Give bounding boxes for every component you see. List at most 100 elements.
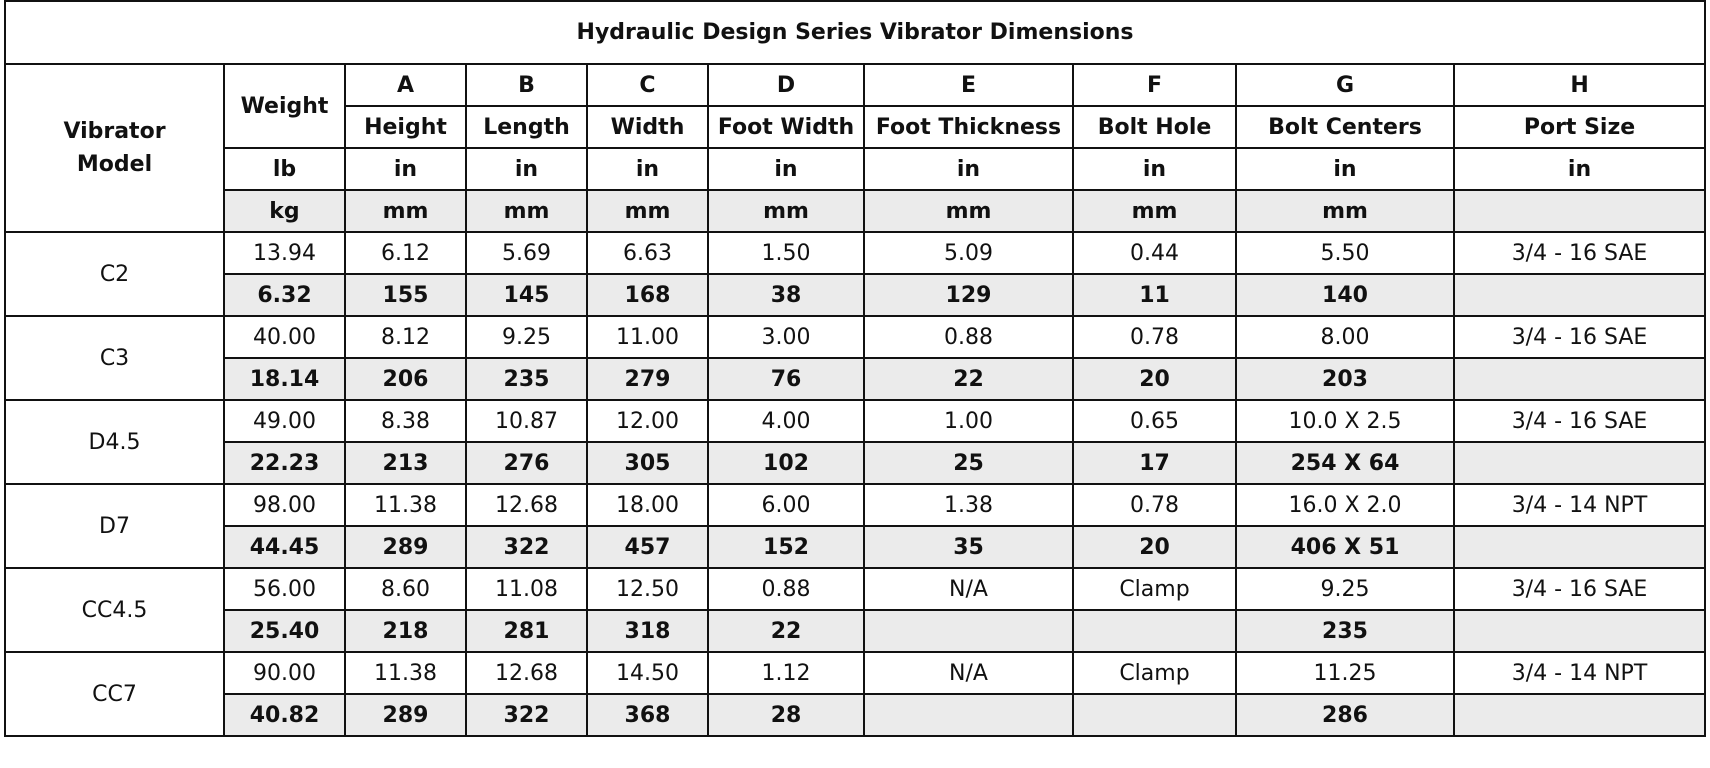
dimension-name-port-size: Port Size <box>1452 105 1707 149</box>
metric-value-cell: 235 <box>1235 609 1455 653</box>
metric-value-cell: 152 <box>707 525 865 569</box>
imperial-value-cell: 12.50 <box>586 567 709 611</box>
imperial-value-cell: 0.88 <box>707 567 865 611</box>
metric-value-cell <box>863 609 1074 653</box>
imperial-value-cell: 9.25 <box>465 315 588 359</box>
metric-value-cell <box>1452 441 1707 485</box>
imperial-value-cell: 56.00 <box>223 567 346 611</box>
metric-value-cell: 20 <box>1072 357 1237 401</box>
imperial-value-cell: 5.50 <box>1235 231 1455 275</box>
table-title: Hydraulic Design Series Vibrator Dimensi… <box>3 0 1707 65</box>
metric-value-cell: 322 <box>465 525 588 569</box>
dimension-name-width: Width <box>586 105 709 149</box>
imperial-value-cell: N/A <box>863 567 1074 611</box>
vibrator-model-header: Vibrator Model <box>4 63 225 233</box>
imperial-value-cell: 3.00 <box>707 315 865 359</box>
imperial-unit-width: in <box>586 147 709 191</box>
metric-value-cell: 17 <box>1072 441 1237 485</box>
metric-value-cell: 40.82 <box>223 693 346 737</box>
imperial-value-cell: 6.00 <box>707 483 865 527</box>
metric-value-cell: 289 <box>344 525 467 569</box>
metric-value-cell: 213 <box>344 441 467 485</box>
table-row-metric: 18.14 206 235 279 76 22 20 203 <box>5 357 1707 401</box>
imperial-value-cell: 1.12 <box>707 651 865 695</box>
imperial-value-cell: 4.00 <box>707 399 865 443</box>
metric-value-cell: 318 <box>586 609 709 653</box>
model-cell: C2 <box>4 231 225 317</box>
table-row-imperial: CC7 90.00 11.38 12.68 14.50 1.12 N/A Clamp 11.25… <box>4 651 1707 737</box>
imperial-value-cell: Clamp <box>1072 651 1237 695</box>
weight-header: Weight <box>223 63 346 149</box>
metric-value-cell: 457 <box>586 525 709 569</box>
metric-value-cell: 145 <box>465 273 588 317</box>
imperial-value-cell: N/A <box>863 651 1074 695</box>
metric-value-cell <box>863 693 1074 737</box>
metric-value-cell: 254 X 64 <box>1235 441 1455 485</box>
imperial-unit-height: in <box>344 147 467 191</box>
metric-unit-bolt-hole: mm <box>1072 189 1237 233</box>
imperial-value-cell: 0.65 <box>1072 399 1237 443</box>
metric-value-cell: 18.14 <box>223 357 346 401</box>
dimension-name-height: Height <box>344 105 467 149</box>
metric-value-cell: 305 <box>586 441 709 485</box>
imperial-value-cell: 49.00 <box>223 399 346 443</box>
metric-value-cell: 102 <box>707 441 865 485</box>
metric-value-cell: 22 <box>707 609 865 653</box>
table-row-imperial: D4.5 49.00 8.38 10.87 12.00 4.00 1.00 0.65 10.0 … <box>4 399 1707 485</box>
metric-value-cell: 406 X 51 <box>1235 525 1455 569</box>
metric-value-cell: 168 <box>586 273 709 317</box>
table-row-metric: 44.45 289 322 457 152 35 20 406 X 51 <box>5 525 1707 569</box>
imperial-value-cell: 11.38 <box>344 483 467 527</box>
imperial-value-cell: 0.88 <box>863 315 1074 359</box>
imperial-value-cell: 8.00 <box>1235 315 1455 359</box>
model-cell: D4.5 <box>4 399 225 485</box>
letter-header-f: F <box>1072 63 1237 107</box>
imperial-unit-bolt-centers: in <box>1235 147 1455 191</box>
metric-value-cell: 38 <box>707 273 865 317</box>
imperial-value-cell: 90.00 <box>223 651 346 695</box>
table-row-imperial: C3 40.00 8.12 9.25 11.00 3.00 0.88 0.78 8.00 3/4 … <box>4 315 1707 401</box>
imperial-value-cell: 10.87 <box>465 399 588 443</box>
model-cell: C3 <box>4 315 225 401</box>
metric-value-cell: 76 <box>707 357 865 401</box>
imperial-value-cell: 3/4 - 14 NPT <box>1452 483 1707 527</box>
metric-value-cell: 368 <box>586 693 709 737</box>
metric-value-cell: 129 <box>863 273 1074 317</box>
metric-unit-width: mm <box>586 189 709 233</box>
metric-value-cell: 25 <box>863 441 1074 485</box>
letter-header-d: D <box>707 63 865 107</box>
letter-header-h: H <box>1452 63 1707 107</box>
imperial-value-cell: 98.00 <box>223 483 346 527</box>
imperial-value-cell: 3/4 - 14 NPT <box>1452 651 1707 695</box>
dimension-name-length: Length <box>465 105 588 149</box>
letter-header-a: A <box>344 63 467 107</box>
imperial-unit-weight: lb <box>223 147 346 191</box>
imperial-value-cell: 8.60 <box>344 567 467 611</box>
metric-value-cell: 6.32 <box>223 273 346 317</box>
dimension-name-foot-width: Foot Width <box>707 105 865 149</box>
imperial-value-cell: 5.69 <box>465 231 588 275</box>
metric-value-cell <box>1452 693 1707 737</box>
letter-header-g: G <box>1235 63 1455 107</box>
metric-value-cell: 35 <box>863 525 1074 569</box>
imperial-value-cell: 5.09 <box>863 231 1074 275</box>
imperial-value-cell: 16.0 X 2.0 <box>1235 483 1455 527</box>
metric-value-cell: 20 <box>1072 525 1237 569</box>
model-cell: D7 <box>4 483 225 569</box>
imperial-value-cell: 11.25 <box>1235 651 1455 695</box>
metric-unit-weight: kg <box>223 189 346 233</box>
metric-unit-bolt-centers: mm <box>1235 189 1455 233</box>
table-row-imperial: C2 13.94 6.12 5.69 6.63 1.50 5.09 0.44 5.50 3/4 -… <box>4 231 1707 317</box>
metric-value-cell: 235 <box>465 357 588 401</box>
imperial-value-cell: 1.50 <box>707 231 865 275</box>
imperial-unit-foot-thickness: in <box>863 147 1074 191</box>
metric-value-cell <box>1452 357 1707 401</box>
table-row-metric: 25.40 218 281 318 22 235 <box>5 609 1707 653</box>
metric-value-cell: 322 <box>465 693 588 737</box>
metric-value-cell: 279 <box>586 357 709 401</box>
metric-value-cell: 206 <box>344 357 467 401</box>
imperial-value-cell: 3/4 - 16 SAE <box>1452 315 1707 359</box>
dimension-name-foot-thickness: Foot Thickness <box>863 105 1074 149</box>
metric-value-cell: 22.23 <box>223 441 346 485</box>
imperial-value-cell: 1.00 <box>863 399 1074 443</box>
